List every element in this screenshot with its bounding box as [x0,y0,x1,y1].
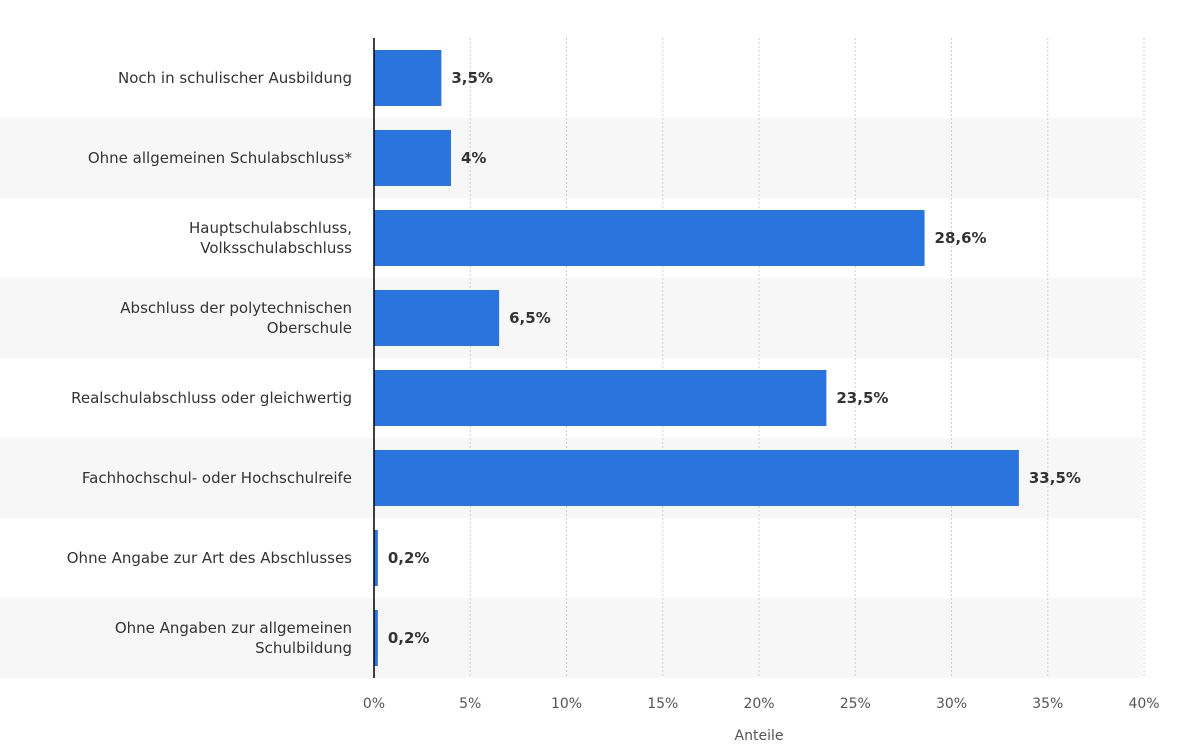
category-label: Noch in schulischer Ausbildung [118,69,352,87]
value-label: 33,5% [1029,469,1081,487]
category-label: Abschluss der polytechnischen Oberschule [120,299,352,337]
x-tick-label: 10% [551,696,582,712]
value-labels: 3,5% 4% 28,6% 6,5% 23,5% 33,5% 0,2% 0,2% [388,69,1081,647]
value-label: 6,5% [509,309,551,327]
category-label-line: Ohne Angaben zur allgemeinen [115,619,352,637]
bar [374,290,500,346]
grid-lines [469,38,1145,678]
x-tick-label: 30% [936,696,967,712]
x-axis-title: Anteile [735,728,784,744]
bars [374,50,1019,666]
bar [374,370,827,426]
bar [374,530,378,586]
category-label: Ohne Angaben zur allgemeinen Schulbildung [115,619,352,657]
bar [374,610,378,666]
category-label-line: Fachhochschul- oder Hochschulreife [82,469,352,487]
category-label: Realschulabschluss oder gleichwertig [71,389,352,407]
category-label-line: Ohne Angabe zur Art des Abschlusses [67,549,352,567]
row-band [0,598,1142,678]
bar [374,210,925,266]
category-label-line: Realschulabschluss oder gleichwertig [71,389,352,407]
value-label: 0,2% [388,549,430,567]
bar [374,50,442,106]
value-label: 3,5% [451,69,493,87]
value-label: 23,5% [836,389,888,407]
category-label: Ohne Angabe zur Art des Abschlusses [67,549,352,567]
category-label: Fachhochschul- oder Hochschulreife [82,469,352,487]
category-label-line: Hauptschulabschluss, [189,219,352,237]
category-label-line: Abschluss der polytechnischen [120,299,352,317]
x-tick-label: 20% [743,696,774,712]
x-tick-label: 40% [1128,696,1159,712]
x-tick-label: 25% [840,696,871,712]
value-label: 28,6% [935,229,987,247]
category-label-line: Volksschulabschluss [200,239,352,257]
x-tick-label: 5% [459,696,481,712]
category-labels: Noch in schulischer Ausbildung Ohne allge… [67,69,353,657]
category-label-line: Noch in schulischer Ausbildung [118,69,352,87]
bar [374,130,451,186]
value-label: 0,2% [388,629,430,647]
x-tick-labels: 0% 5% 10% 15% 20% 25% 30% 35% 40% [363,696,1160,712]
category-label-line: Schulbildung [255,639,352,657]
category-label-line: Oberschule [267,319,352,337]
x-tick-label: 15% [647,696,678,712]
category-label: Hauptschulabschluss, Volksschulabschluss [189,219,352,257]
category-label-line: Ohne allgemeinen Schulabschluss* [88,149,353,167]
bar [374,450,1019,506]
x-tick-label: 0% [363,696,385,712]
value-label: 4% [461,149,486,167]
category-label: Ohne allgemeinen Schulabschluss* [88,149,353,167]
x-tick-label: 35% [1032,696,1063,712]
row-band [0,278,1142,358]
